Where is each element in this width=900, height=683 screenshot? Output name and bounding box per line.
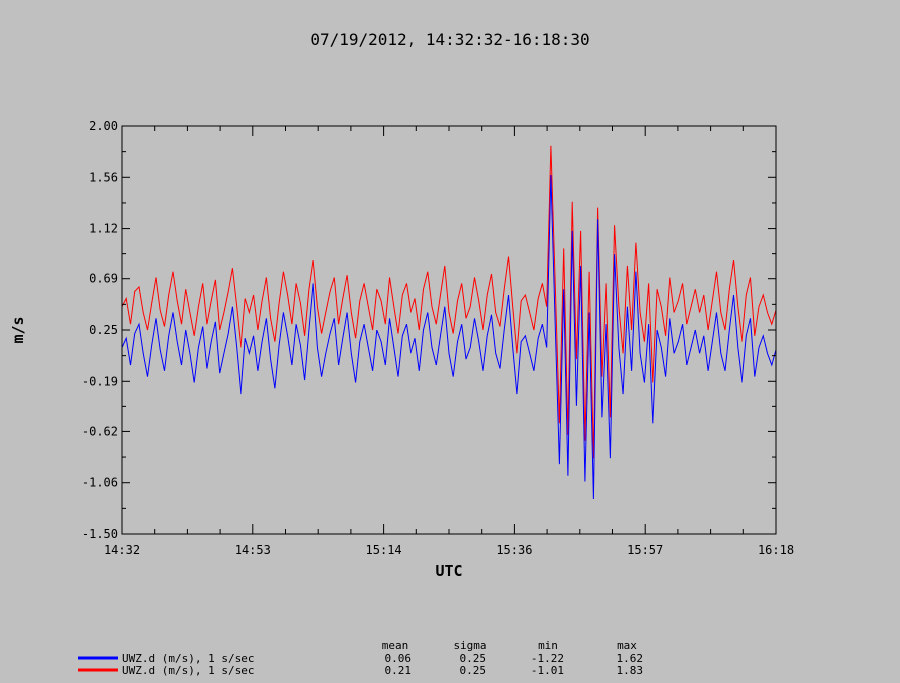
- x-tick-label: 15:14: [366, 543, 402, 557]
- x-axis-label: UTC: [435, 562, 462, 580]
- y-tick-label: 0.69: [89, 272, 118, 286]
- y-axis-label: m/s: [9, 316, 27, 343]
- legend-label: UWZ.d (m/s), 1 s/sec: [122, 652, 254, 665]
- x-tick-label: 16:18: [758, 543, 794, 557]
- y-tick-label: -1.06: [82, 476, 118, 490]
- x-tick-label: 14:53: [235, 543, 271, 557]
- stats-value: 1.62: [617, 652, 644, 665]
- y-tick-label: 0.25: [89, 323, 118, 337]
- stats-value: -1.01: [531, 664, 564, 677]
- stats-value: 1.83: [617, 664, 644, 677]
- y-tick-label: -1.50: [82, 527, 118, 541]
- stats-value: 0.06: [385, 652, 412, 665]
- y-tick-label: 1.56: [89, 170, 118, 184]
- x-tick-label: 14:32: [104, 543, 140, 557]
- stats-header: max: [617, 639, 637, 652]
- x-tick-label: 15:57: [627, 543, 663, 557]
- stats-value: -1.22: [531, 652, 564, 665]
- y-tick-label: 1.12: [89, 222, 118, 236]
- stats-header: sigma: [453, 639, 486, 652]
- series-line-1: [121, 174, 777, 500]
- y-tick-label: 2.00: [89, 119, 118, 133]
- plot-area: [121, 145, 777, 500]
- stats-header: mean: [382, 639, 409, 652]
- stats-value: 0.21: [385, 664, 412, 677]
- legend-label: UWZ.d (m/s), 1 s/sec: [122, 664, 254, 677]
- x-tick-label: 15:36: [496, 543, 532, 557]
- axes: 2.00 1.56 1.12 0.69 0.25 -0.19 -0.62 -1.06 -1.50…: [82, 119, 794, 557]
- stats-value: 0.25: [460, 652, 487, 665]
- y-tick-label: -0.62: [82, 424, 118, 438]
- stats-header: min: [538, 639, 558, 652]
- y-tick-label: -0.19: [82, 374, 118, 388]
- stats-value: 0.25: [460, 664, 487, 677]
- series-line-2: [121, 145, 777, 459]
- chart-title: 07/19/2012, 14:32:32-16:18:30: [310, 30, 589, 49]
